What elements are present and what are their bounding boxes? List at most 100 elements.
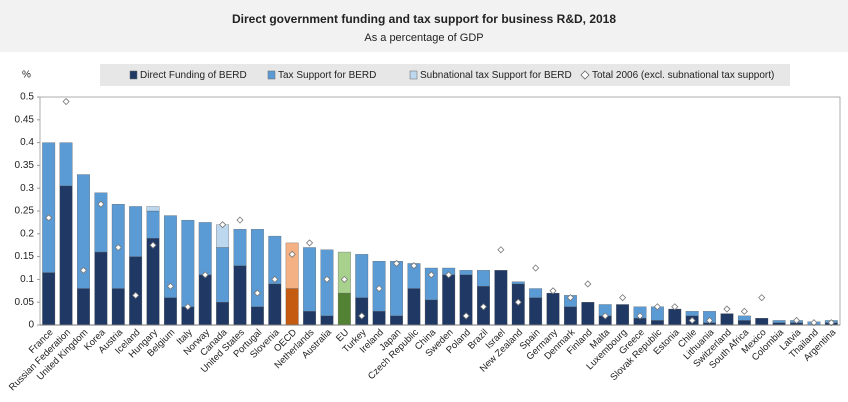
marker <box>392 259 401 268</box>
bar-segment <box>129 206 143 257</box>
bar-segment <box>755 318 769 326</box>
bar-segment <box>616 304 630 326</box>
y-axis-label: % <box>22 70 31 81</box>
bar-segment <box>355 297 369 326</box>
marker <box>827 319 835 327</box>
bar-segment <box>164 297 177 326</box>
bar-segment <box>146 238 160 326</box>
legend-swatch <box>267 70 276 80</box>
title-band <box>0 0 848 52</box>
bar-segment <box>737 320 751 326</box>
bar-segment <box>42 142 56 273</box>
legend-marker <box>580 70 590 80</box>
marker <box>97 200 105 208</box>
y-tick-label: 0 <box>28 320 34 331</box>
bar-segment <box>685 311 699 317</box>
bar-segment <box>77 288 90 326</box>
y-tick-label: 0.2 <box>20 228 34 239</box>
marker <box>601 312 609 320</box>
bar-segment <box>720 313 734 326</box>
bar-segment <box>42 272 56 326</box>
bar-segment <box>372 311 386 326</box>
bar-segment <box>337 292 351 326</box>
plot-frame <box>39 96 841 326</box>
bar-segment <box>355 254 369 298</box>
bar-segment <box>650 320 664 326</box>
bar-segment <box>181 219 195 307</box>
bar-segment <box>442 274 456 326</box>
marker <box>723 305 731 313</box>
legend-label: Total 2006 (excl. subnational tax suppor… <box>592 70 774 81</box>
legend-band <box>100 64 790 86</box>
bar-segment <box>390 261 403 317</box>
chart-subtitle: As a percentage of GDP <box>364 32 483 44</box>
bar-segment <box>529 297 543 326</box>
bar-segment <box>94 192 108 253</box>
marker <box>79 266 88 274</box>
marker <box>705 316 714 325</box>
y-tick-label: 0.35 <box>15 160 35 171</box>
bar-segment <box>546 292 560 326</box>
marker <box>566 294 575 302</box>
bar-segment <box>772 320 786 323</box>
bar-segment <box>737 315 751 321</box>
marker <box>323 275 331 283</box>
bar-segment <box>268 283 282 326</box>
marker <box>253 289 261 297</box>
marker <box>636 312 644 320</box>
marker <box>462 312 470 320</box>
marker <box>653 303 661 311</box>
bar-segment <box>303 247 316 312</box>
y-tick-label: 0.45 <box>15 114 35 125</box>
marker <box>236 216 244 224</box>
bar-segment <box>268 235 282 285</box>
bar-segment <box>390 315 403 326</box>
marker <box>201 271 209 279</box>
bar-segment <box>216 247 230 303</box>
marker <box>305 239 314 247</box>
marker <box>166 282 175 290</box>
marker <box>619 294 627 302</box>
marker <box>758 294 766 302</box>
marker <box>149 241 157 249</box>
marker <box>288 250 296 258</box>
chart-title: Direct government funding and tax suppor… <box>232 12 616 26</box>
bar-segment <box>511 281 525 285</box>
legend-label: Tax Support for BERD <box>278 70 376 81</box>
marker <box>427 271 435 279</box>
bar-segment <box>285 242 299 289</box>
marker <box>132 291 140 299</box>
marker <box>792 316 801 325</box>
y-tick-label: 0.5 <box>20 92 34 103</box>
y-tick-label: 0.3 <box>20 183 34 194</box>
marker <box>114 243 122 252</box>
bar-segment <box>494 270 508 326</box>
bar-segment <box>424 267 438 301</box>
bar-segment <box>424 299 438 326</box>
marker <box>688 316 696 325</box>
bar-segment <box>303 311 316 326</box>
marker <box>219 221 227 229</box>
bar-segment <box>146 206 160 212</box>
bar-segment <box>198 274 212 326</box>
marker <box>671 303 679 311</box>
legend-swatch <box>129 70 138 80</box>
marker <box>62 97 70 106</box>
marker <box>375 284 383 293</box>
bar-segment <box>233 265 247 326</box>
y-tick-label: 0.4 <box>20 137 34 148</box>
bar-segment <box>407 288 421 326</box>
bar-segment <box>59 185 73 326</box>
bar-segment <box>77 174 90 289</box>
bar-segment <box>233 229 247 266</box>
marker <box>45 214 53 222</box>
marker <box>479 303 488 311</box>
marker <box>340 275 348 283</box>
legend-swatch <box>409 70 418 80</box>
bar-segment <box>59 142 73 187</box>
y-tick-label: 0.25 <box>15 206 35 217</box>
bar-segment <box>581 302 595 326</box>
bar-segment <box>198 222 212 275</box>
bar-segment <box>320 315 334 326</box>
